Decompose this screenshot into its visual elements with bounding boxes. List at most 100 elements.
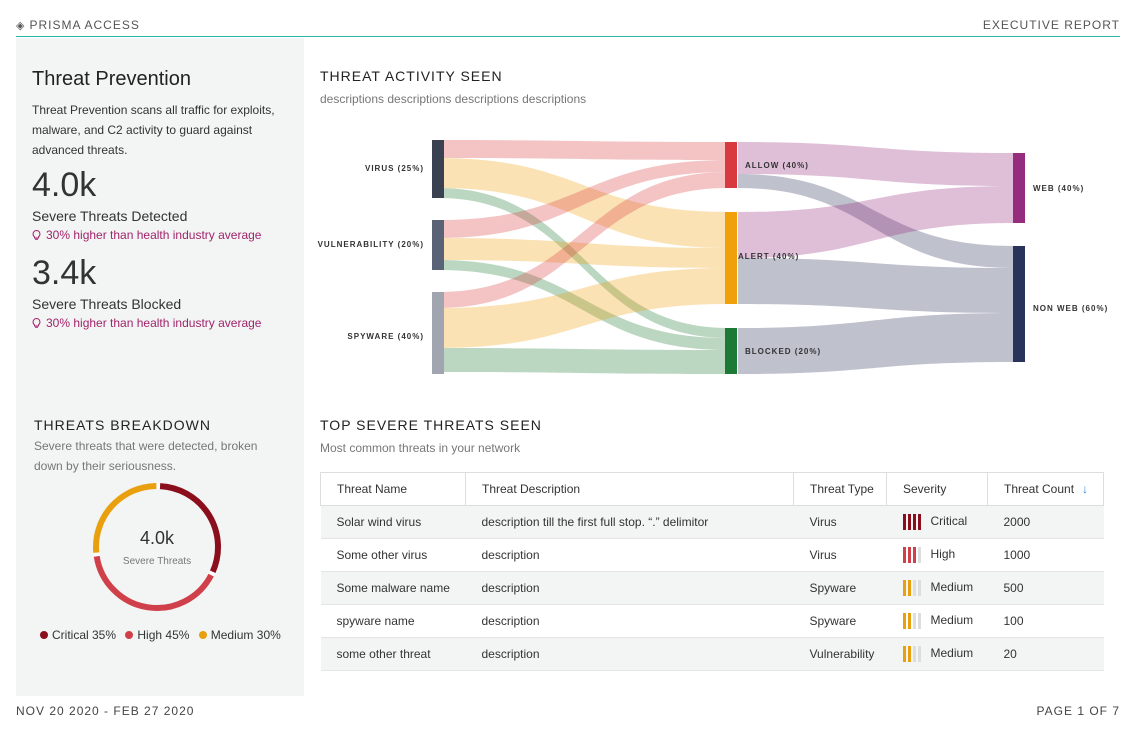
activity-subtitle: descriptions descriptions descriptions d… bbox=[320, 92, 587, 106]
link-spyware-blocked bbox=[438, 348, 728, 374]
sankey-links bbox=[438, 140, 1013, 374]
threat-type: Spyware bbox=[809, 614, 857, 628]
node-vulnerability bbox=[432, 220, 444, 270]
detected-note-text: 30% higher than health industry average bbox=[46, 228, 262, 242]
table-row[interactable]: some other threat description Vulnerabil… bbox=[320, 637, 1104, 671]
node-virus bbox=[432, 140, 444, 198]
threat-name: spyware name bbox=[336, 614, 415, 628]
severity-label: Medium bbox=[930, 613, 974, 628]
detected-value: 4.0k bbox=[32, 166, 97, 204]
label-nonweb: NON WEB (60%) bbox=[1033, 304, 1108, 313]
donut-center-label: Severe Threats bbox=[123, 556, 191, 567]
threat-severity: High bbox=[887, 539, 988, 572]
page-number: PAGE 1 OF 7 bbox=[1036, 704, 1120, 718]
donut-arcs bbox=[93, 483, 221, 611]
sankey-labels: VIRUS (25%) VULNERABILITY (20%) SPYWARE … bbox=[318, 161, 1108, 356]
threat-count: 2000 bbox=[987, 505, 1104, 539]
severity-label: Critical bbox=[930, 514, 968, 529]
threat-type: Spyware bbox=[793, 571, 887, 605]
top-threats-subtitle: Most common threats in your network bbox=[320, 441, 521, 455]
link-alert-web bbox=[738, 186, 1013, 258]
col-threat-count-label: Threat Count bbox=[1004, 482, 1075, 496]
threat-name: Some malware name bbox=[320, 571, 466, 605]
table-row[interactable]: Some other virus description Virus High … bbox=[320, 539, 1104, 572]
threat-type: Virus bbox=[809, 548, 837, 562]
detected-label: Severe Threats Detected bbox=[32, 208, 188, 224]
date-range: NOV 20 2020 - FEB 27 2020 bbox=[16, 704, 195, 718]
col-threat-count[interactable]: Threat Count ↓ bbox=[987, 472, 1104, 506]
node-blocked bbox=[725, 328, 737, 374]
report-type: EXECUTIVE REPORT bbox=[982, 18, 1120, 32]
node-spyware bbox=[432, 292, 444, 374]
threat-type: Virus bbox=[793, 505, 887, 539]
col-threat-description[interactable]: Threat Description bbox=[465, 472, 794, 506]
link-virus-blocked bbox=[438, 188, 728, 338]
link-spyware-alert bbox=[438, 268, 728, 348]
breakdown-title: THREATS BREAKDOWN bbox=[34, 417, 211, 433]
severity-medium-icon bbox=[902, 646, 923, 662]
threat-prevention-panel: Threat Prevention Threat Prevention scan… bbox=[16, 38, 304, 696]
panel-description: Threat Prevention scans all traffic for … bbox=[32, 103, 275, 157]
threat-severity: Medium bbox=[886, 571, 988, 605]
donut-segment-medium bbox=[93, 483, 157, 553]
node-alert bbox=[725, 212, 737, 304]
label-spyware: SPYWARE (40%) bbox=[347, 332, 424, 341]
donut-segment-critical bbox=[159, 483, 221, 573]
breakdown-subtitle: Severe threats that were detected, broke… bbox=[34, 439, 258, 473]
table-row[interactable]: Solar wind virus description till the fi… bbox=[320, 505, 1104, 539]
panel-title: Threat Prevention bbox=[32, 68, 191, 90]
threat-severity: Medium bbox=[887, 605, 988, 638]
col-severity[interactable]: Severity bbox=[886, 472, 988, 506]
link-virus-allow bbox=[438, 140, 728, 160]
detected-note: 30% higher than health industry average bbox=[32, 228, 261, 242]
blocked-label: Severe Threats Blocked bbox=[32, 296, 182, 312]
severity-critical-icon bbox=[902, 514, 923, 530]
blocked-note-text: 30% higher than health industry average bbox=[46, 316, 262, 330]
threat-description: description bbox=[465, 571, 794, 605]
blocked-note: 30% higher than health industry average bbox=[32, 316, 261, 330]
link-allow-nonweb bbox=[738, 174, 1013, 268]
threat-count: 1000 bbox=[1003, 548, 1031, 562]
node-web bbox=[1013, 153, 1025, 223]
donut-center-value: 4.0k bbox=[140, 528, 175, 548]
label-vulnerability: VULNERABILITY (20%) bbox=[318, 240, 424, 249]
label-blocked: BLOCKED (20%) bbox=[745, 347, 821, 356]
legend-critical: Critical 35% bbox=[40, 628, 116, 642]
lightbulb-icon bbox=[32, 230, 41, 240]
table-row[interactable]: Some malware name description Spyware Me… bbox=[320, 571, 1104, 605]
threat-description: description bbox=[465, 637, 794, 671]
legend-medium: Medium 30% bbox=[198, 628, 281, 642]
severity-label: Medium bbox=[930, 646, 974, 661]
threat-name: Some other virus bbox=[336, 548, 428, 562]
threat-activity-sankey: VIRUS (25%) VULNERABILITY (20%) SPYWARE … bbox=[318, 140, 1108, 374]
brand-label: PRISMA ACCESS bbox=[29, 18, 140, 32]
prisma-logo-icon: ◈ bbox=[16, 20, 26, 32]
threat-name: some other threat bbox=[320, 637, 466, 671]
label-allow: ALLOW (40%) bbox=[745, 161, 809, 170]
threat-description: description till the first full stop. “.… bbox=[465, 505, 794, 539]
threat-count: 500 bbox=[987, 571, 1104, 605]
activity-title: THREAT ACTIVITY SEEN bbox=[320, 68, 503, 84]
link-vuln-blocked bbox=[438, 260, 728, 350]
donut-legend: Critical 35% High 45% Medium 30% bbox=[40, 628, 287, 642]
threat-count: 100 bbox=[1003, 614, 1024, 628]
severity-high-icon bbox=[902, 547, 923, 563]
threat-description: description bbox=[481, 614, 540, 628]
label-web: WEB (40%) bbox=[1033, 184, 1084, 193]
threat-type: Vulnerability bbox=[793, 637, 887, 671]
table-row[interactable]: spyware name description Spyware Medium … bbox=[320, 605, 1104, 638]
severity-label: Medium bbox=[930, 580, 974, 595]
sankey-nodes bbox=[432, 140, 1025, 374]
threat-name: Solar wind virus bbox=[320, 505, 466, 539]
donut-segment-high bbox=[93, 555, 214, 611]
top-threats-table: Threat Name Threat Description Threat Ty… bbox=[320, 472, 1104, 671]
threats-donut-chart: 4.0k Severe Threats bbox=[93, 483, 221, 611]
col-threat-name[interactable]: Threat Name bbox=[320, 472, 466, 506]
link-virus-alert bbox=[438, 158, 728, 248]
report-header: ◈ PRISMA ACCESS EXECUTIVE REPORT bbox=[16, 12, 1120, 37]
link-vuln-allow bbox=[438, 160, 728, 238]
blocked-value: 3.4k bbox=[32, 254, 97, 292]
col-threat-type[interactable]: Threat Type bbox=[793, 472, 887, 506]
brand: ◈ PRISMA ACCESS bbox=[16, 18, 140, 32]
arrow-down-icon[interactable]: ↓ bbox=[1082, 482, 1089, 496]
